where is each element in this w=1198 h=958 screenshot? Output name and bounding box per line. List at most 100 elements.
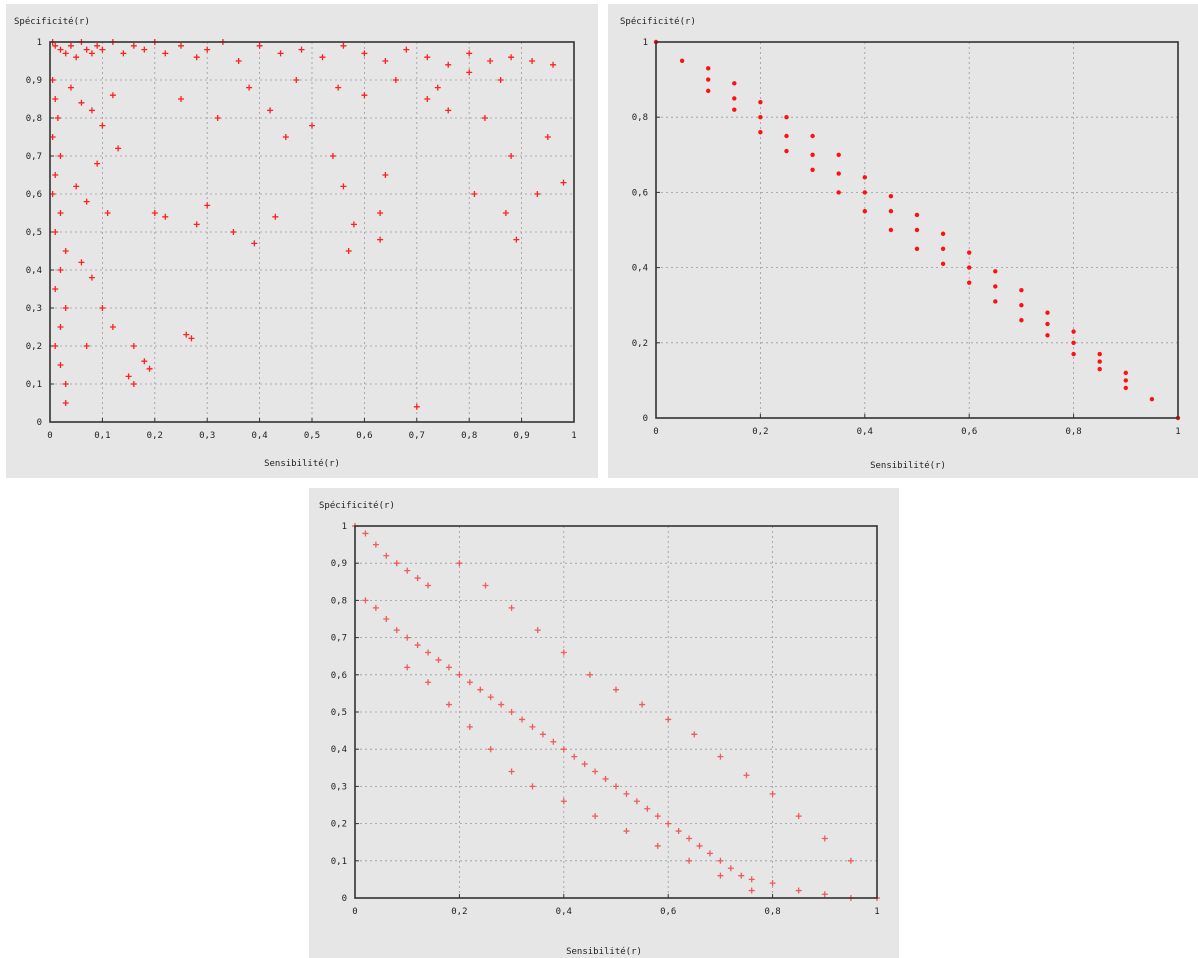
data-point: [52, 96, 59, 102]
data-point: [560, 179, 567, 186]
data-point: [743, 772, 750, 779]
data-point: [529, 783, 536, 790]
data-point: [329, 153, 336, 159]
data-point: [560, 649, 567, 656]
data-point: [382, 172, 389, 178]
data-point: [382, 58, 389, 64]
data-point: [769, 880, 776, 887]
data-point: [993, 269, 998, 274]
chart-panel-1: Spécificité(r) 0 0,1 0,2 0,3 0,4 0,5 0,6 0,7 0,8…: [6, 4, 598, 478]
data-point: [613, 783, 619, 790]
data-point: [115, 145, 122, 152]
x-tick-label: 0,6: [961, 427, 977, 437]
data-point: [675, 828, 682, 835]
data-point: [769, 790, 776, 797]
y-tick-label: 0,7: [331, 634, 347, 644]
data-point: [466, 50, 473, 57]
data-point: [1019, 303, 1024, 308]
data-point: [862, 190, 867, 195]
data-point: [810, 133, 815, 139]
data-point: [1123, 370, 1128, 376]
data-point: [246, 84, 253, 91]
data-point: [183, 331, 190, 338]
data-point: [83, 198, 90, 205]
data-point: [445, 664, 452, 671]
y-tick-label: 1: [37, 38, 42, 48]
y-tick-label: 0,2: [26, 342, 42, 352]
data-point: [810, 152, 815, 157]
data-point: [1123, 385, 1128, 391]
y-tick-label: 1: [342, 522, 347, 532]
data-point: [914, 227, 920, 233]
data-point: [836, 152, 841, 157]
data-point: [282, 134, 289, 140]
data-point: [162, 50, 169, 57]
data-point: [696, 842, 703, 849]
data-point: [99, 305, 106, 311]
y-tick-label: 0,5: [331, 708, 347, 718]
data-point: [267, 107, 274, 114]
data-point: [633, 798, 640, 805]
data-point: [602, 775, 609, 782]
x-tick-label: 0,9: [513, 431, 529, 441]
data-point: [758, 115, 763, 120]
y-tick-label: 0,9: [26, 76, 42, 86]
data-point: [393, 560, 400, 567]
data-point: [424, 96, 431, 102]
chart-panel-3: Spécificité(r) 0 0,2 0,4 0,6 0,8 1 0 0,1 0,2 0,3 0…: [309, 488, 899, 958]
data-point: [686, 835, 693, 842]
data-point: [235, 58, 242, 64]
x-tick-label: 0,3: [199, 431, 215, 441]
data-point: [940, 246, 946, 251]
data-point: [377, 210, 384, 216]
data-point: [539, 731, 546, 738]
data-point: [88, 274, 95, 281]
y-tick-label: 0,4: [331, 745, 347, 755]
data-point: [1071, 329, 1076, 334]
data-point: [967, 265, 972, 270]
data-point: [508, 153, 515, 159]
data-point: [361, 92, 368, 99]
data-point: [993, 284, 998, 289]
data-point: [130, 381, 137, 387]
x-tick-label: 1: [571, 431, 576, 441]
data-point: [784, 148, 789, 154]
data-point: [130, 42, 137, 49]
data-point: [57, 324, 64, 330]
data-point: [706, 850, 713, 857]
data-point: [78, 259, 85, 266]
data-point: [456, 671, 463, 678]
data-point: [62, 381, 69, 387]
data-point: [335, 84, 342, 91]
data-point: [529, 723, 536, 730]
data-point: [529, 58, 536, 64]
data-point: [466, 69, 473, 76]
data-point: [862, 209, 867, 214]
data-point: [665, 716, 672, 723]
scatter-plot-3: Spécificité(r) 0 0,2 0,4 0,6 0,8 1 0 0,1 0,2 0,3 0…: [319, 500, 880, 957]
data-point: [513, 236, 520, 243]
x-axis-label: Sensibilité(r): [566, 946, 642, 957]
data-point: [425, 649, 432, 656]
data-point: [62, 400, 69, 406]
data-point: [125, 373, 132, 380]
data-point: [73, 54, 80, 61]
data-point: [795, 813, 802, 820]
y-axis-label: Spécificité(r): [620, 16, 696, 27]
data-point: [508, 709, 515, 715]
data-point: [67, 84, 74, 91]
data-point: [120, 50, 127, 57]
data-point: [340, 183, 347, 190]
data-point: [272, 213, 279, 220]
data-point: [94, 42, 101, 49]
data-point: [57, 153, 64, 159]
data-point: [717, 872, 724, 879]
data-point: [706, 66, 711, 71]
data-point: [62, 50, 69, 57]
data-point: [482, 582, 489, 589]
data-point: [1149, 397, 1155, 402]
x-tick-label: 0,4: [857, 427, 873, 437]
data-point: [940, 231, 946, 236]
chart-panel-2: Spécificité(r) 0 0,2 0,4 0,6 0,8 1 0 0,2 0,4 0,6 0…: [608, 4, 1198, 478]
data-point: [471, 191, 478, 197]
